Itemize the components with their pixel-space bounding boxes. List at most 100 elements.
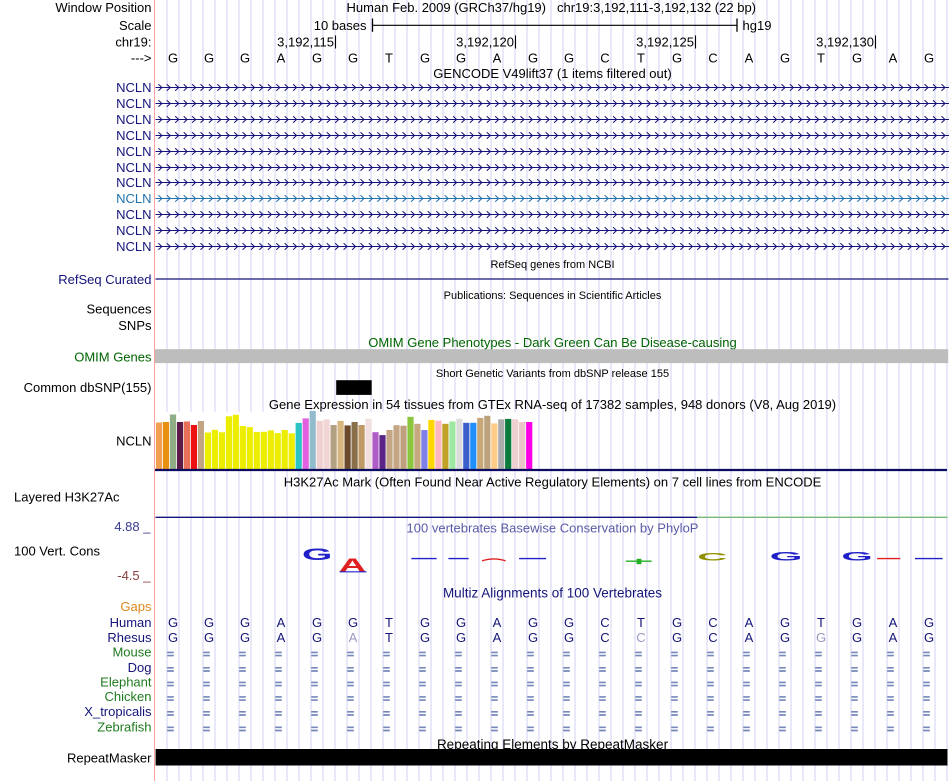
- svg-text:C: C: [600, 630, 609, 645]
- svg-text:G: G: [312, 615, 322, 630]
- svg-text:A: A: [277, 51, 286, 66]
- svg-text:A: A: [493, 51, 502, 66]
- svg-text:SNPs: SNPs: [118, 318, 152, 333]
- svg-text:Dog: Dog: [128, 660, 152, 675]
- svg-text:G: G: [456, 51, 466, 66]
- svg-text:G: G: [672, 51, 682, 66]
- svg-text:hg19: hg19: [743, 18, 772, 33]
- svg-text:G: G: [420, 51, 430, 66]
- svg-text:C: C: [708, 51, 717, 66]
- svg-text:3,192,120: 3,192,120: [456, 34, 514, 49]
- svg-text:NCLN: NCLN: [116, 160, 151, 175]
- svg-text:RefSeq Curated: RefSeq Curated: [58, 272, 151, 287]
- svg-text:G: G: [302, 546, 332, 564]
- svg-text:OMIM Gene Phenotypes - Dark Gr: OMIM Gene Phenotypes - Dark Green Can Be…: [368, 335, 737, 350]
- svg-text:A: A: [745, 615, 754, 630]
- svg-text:G: G: [672, 615, 682, 630]
- svg-text:G: G: [240, 630, 250, 645]
- svg-text:Scale: Scale: [119, 18, 152, 33]
- svg-text:G: G: [312, 51, 322, 66]
- svg-text:G: G: [780, 630, 790, 645]
- svg-text:G: G: [348, 615, 358, 630]
- svg-text:Repeating Elements by RepeatMa: Repeating Elements by RepeatMasker: [437, 737, 669, 752]
- svg-text:G: G: [528, 615, 538, 630]
- svg-text:100 vertebrates Basewise Conse: 100 vertebrates Basewise Conservation by…: [407, 520, 699, 535]
- svg-text:G: G: [204, 630, 214, 645]
- svg-text:OMIM Genes: OMIM Genes: [74, 350, 152, 365]
- svg-text:G: G: [528, 51, 538, 66]
- svg-text:chr19:3,192,111-3,192,132 (22: chr19:3,192,111-3,192,132 (22 bp): [557, 0, 756, 15]
- svg-text:G: G: [456, 615, 466, 630]
- svg-text:A: A: [889, 51, 898, 66]
- svg-text:X_tropicalis: X_tropicalis: [84, 704, 152, 719]
- svg-text:A: A: [745, 51, 754, 66]
- svg-text:NCLN: NCLN: [116, 128, 151, 143]
- svg-text:G: G: [528, 630, 538, 645]
- svg-text:Elephant: Elephant: [100, 675, 152, 690]
- svg-text:G: G: [924, 615, 934, 630]
- svg-text:G: G: [168, 615, 178, 630]
- svg-text:Human Feb. 2009 (GRCh37/hg19): Human Feb. 2009 (GRCh37/hg19): [347, 0, 546, 15]
- svg-text:G: G: [780, 51, 790, 66]
- svg-text:G: G: [924, 630, 934, 645]
- svg-text:G: G: [204, 615, 214, 630]
- svg-text:GENCODE V49lift37 (1 items fil: GENCODE V49lift37 (1 items filtered out): [433, 66, 671, 81]
- svg-text:G: G: [852, 615, 862, 630]
- svg-text:Gaps: Gaps: [120, 599, 152, 614]
- svg-text:T: T: [385, 630, 393, 645]
- svg-text:A: A: [889, 615, 898, 630]
- svg-text:NCLN: NCLN: [116, 96, 151, 111]
- svg-text:C: C: [708, 615, 717, 630]
- svg-text:G: G: [841, 550, 872, 564]
- svg-text:G: G: [420, 615, 430, 630]
- svg-text:Zebrafish: Zebrafish: [97, 720, 151, 735]
- svg-text:G: G: [924, 51, 934, 66]
- svg-text:chr19:: chr19:: [115, 34, 151, 49]
- svg-text:Common dbSNP(155): Common dbSNP(155): [24, 380, 152, 395]
- svg-text:NCLN: NCLN: [116, 223, 151, 238]
- svg-text:Gene Expression in 54 tissues: Gene Expression in 54 tissues from GTEx …: [269, 397, 836, 412]
- svg-text:Short Genetic Variants from db: Short Genetic Variants from dbSNP releas…: [436, 368, 669, 380]
- svg-text:C: C: [708, 630, 717, 645]
- svg-text:G: G: [312, 630, 322, 645]
- svg-text:A: A: [349, 630, 358, 645]
- svg-text:G: G: [168, 630, 178, 645]
- svg-text:RepeatMasker: RepeatMasker: [67, 751, 152, 766]
- svg-text:C: C: [697, 551, 727, 563]
- svg-text:A: A: [277, 615, 286, 630]
- svg-text:T: T: [817, 615, 825, 630]
- svg-text:C: C: [636, 630, 645, 645]
- svg-text:Window Position: Window Position: [55, 0, 151, 15]
- svg-text:G: G: [564, 630, 574, 645]
- svg-text:A: A: [745, 630, 754, 645]
- svg-text:Layered H3K27Ac: Layered H3K27Ac: [14, 490, 120, 505]
- svg-text:G: G: [240, 51, 250, 66]
- svg-text:-4.5 _: -4.5 _: [117, 568, 151, 583]
- svg-text:G: G: [816, 630, 826, 645]
- svg-text:Multiz Alignments of 100 Verte: Multiz Alignments of 100 Vertebrates: [443, 586, 662, 601]
- svg-text:A: A: [277, 630, 286, 645]
- svg-text:3,192,125: 3,192,125: [636, 34, 694, 49]
- svg-text:C: C: [600, 51, 609, 66]
- svg-text:T: T: [637, 615, 645, 630]
- svg-text:3,192,130: 3,192,130: [816, 34, 874, 49]
- svg-text:10 bases: 10 bases: [314, 18, 367, 33]
- svg-text:Sequences: Sequences: [86, 301, 152, 316]
- svg-text:--->: --->: [131, 51, 152, 66]
- svg-text:NCLN: NCLN: [116, 434, 151, 449]
- svg-text:NCLN: NCLN: [116, 207, 151, 222]
- svg-text:T: T: [637, 51, 645, 66]
- svg-text:G: G: [564, 51, 574, 66]
- svg-text:4.88 _: 4.88 _: [114, 519, 151, 534]
- svg-text:G: G: [420, 630, 430, 645]
- svg-text:RefSeq genes from NCBI: RefSeq genes from NCBI: [490, 259, 614, 271]
- svg-text:G: G: [672, 630, 682, 645]
- svg-text:A: A: [493, 630, 502, 645]
- svg-text:3,192,115: 3,192,115: [277, 34, 334, 49]
- svg-text:Human: Human: [110, 615, 152, 630]
- svg-text:G: G: [780, 615, 790, 630]
- svg-text:G: G: [240, 615, 250, 630]
- svg-text:G: G: [204, 51, 214, 66]
- svg-text:100 Vert. Cons: 100 Vert. Cons: [14, 544, 100, 559]
- svg-text:NCLN: NCLN: [116, 80, 151, 95]
